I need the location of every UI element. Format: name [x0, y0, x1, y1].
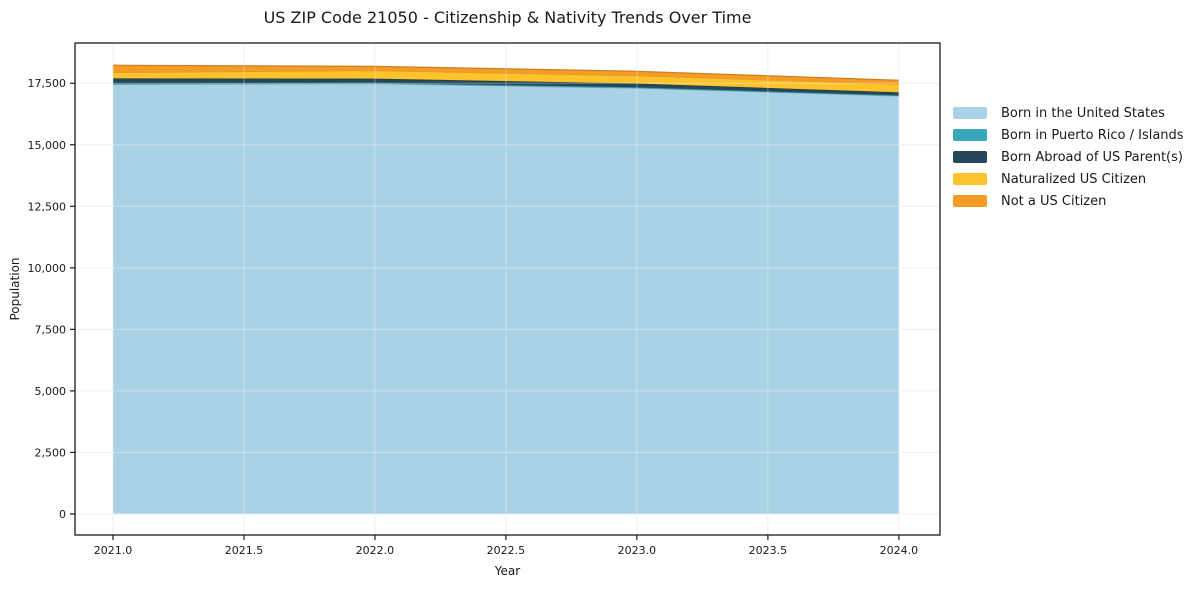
area-born-abroad-of-us-parent-s	[112, 78, 899, 96]
ytick-label: 10,000	[28, 262, 67, 275]
legend-label: Born Abroad of US Parent(s)	[1001, 149, 1183, 165]
legend-swatch-not-a-us-citizen	[953, 195, 987, 207]
xtick-label: 2022.5	[487, 544, 526, 557]
ytick-label: 7,500	[35, 323, 67, 336]
legend-item-born-in-puerto-rico-islands: Born in Puerto Rico / Islands	[953, 124, 1184, 146]
legend-item-not-a-us-citizen: Not a US Citizen	[953, 190, 1184, 212]
legend-label: Naturalized US Citizen	[1001, 171, 1147, 187]
xtick-label: 2022.0	[356, 544, 395, 557]
legend-swatch-born-in-puerto-rico-islands	[953, 129, 987, 141]
ytick-label: 15,000	[28, 139, 67, 152]
plot-spines	[74, 42, 941, 536]
xtick-label: 2023.5	[749, 544, 788, 557]
xtick-label: 2021.5	[225, 544, 264, 557]
xtick-label: 2024.0	[880, 544, 919, 557]
legend-label: Born in the United States	[1001, 105, 1165, 121]
area-not-a-us-citizen	[112, 65, 899, 85]
legend-swatch-born-abroad-of-us-parent-s	[953, 151, 987, 163]
legend-item-naturalized-us-citizen: Naturalized US Citizen	[953, 168, 1184, 190]
area-edge-not-a-us-citizen	[112, 64, 899, 81]
legend-label: Born in Puerto Rico / Islands	[1001, 127, 1184, 143]
legend-swatch-naturalized-us-citizen	[953, 173, 987, 185]
legend: Born in the United States Born in Puerto …	[953, 102, 1184, 212]
ytick-label: 12,500	[28, 200, 67, 213]
ytick-label: 2,500	[35, 446, 67, 459]
area-born-in-the-united-states	[112, 83, 899, 514]
legend-swatch-born-in-the-united-states	[953, 107, 987, 119]
xtick-label: 2021.0	[94, 544, 133, 557]
legend-label: Not a US Citizen	[1001, 193, 1107, 209]
ytick-label: 17,500	[28, 77, 67, 90]
legend-item-born-in-the-united-states: Born in the United States	[953, 102, 1184, 124]
legend-item-born-abroad-of-us-parent-s: Born Abroad of US Parent(s)	[953, 146, 1184, 168]
xtick-label: 2023.0	[618, 544, 657, 557]
ytick-label: 5,000	[35, 385, 67, 398]
chart-title: US ZIP Code 21050 - Citizenship & Nativi…	[263, 8, 752, 27]
y-axis-label: Population	[8, 257, 22, 321]
area-naturalized-us-citizen	[112, 70, 899, 93]
ytick-label: 0	[59, 508, 66, 521]
x-axis-label: Year	[494, 564, 521, 578]
